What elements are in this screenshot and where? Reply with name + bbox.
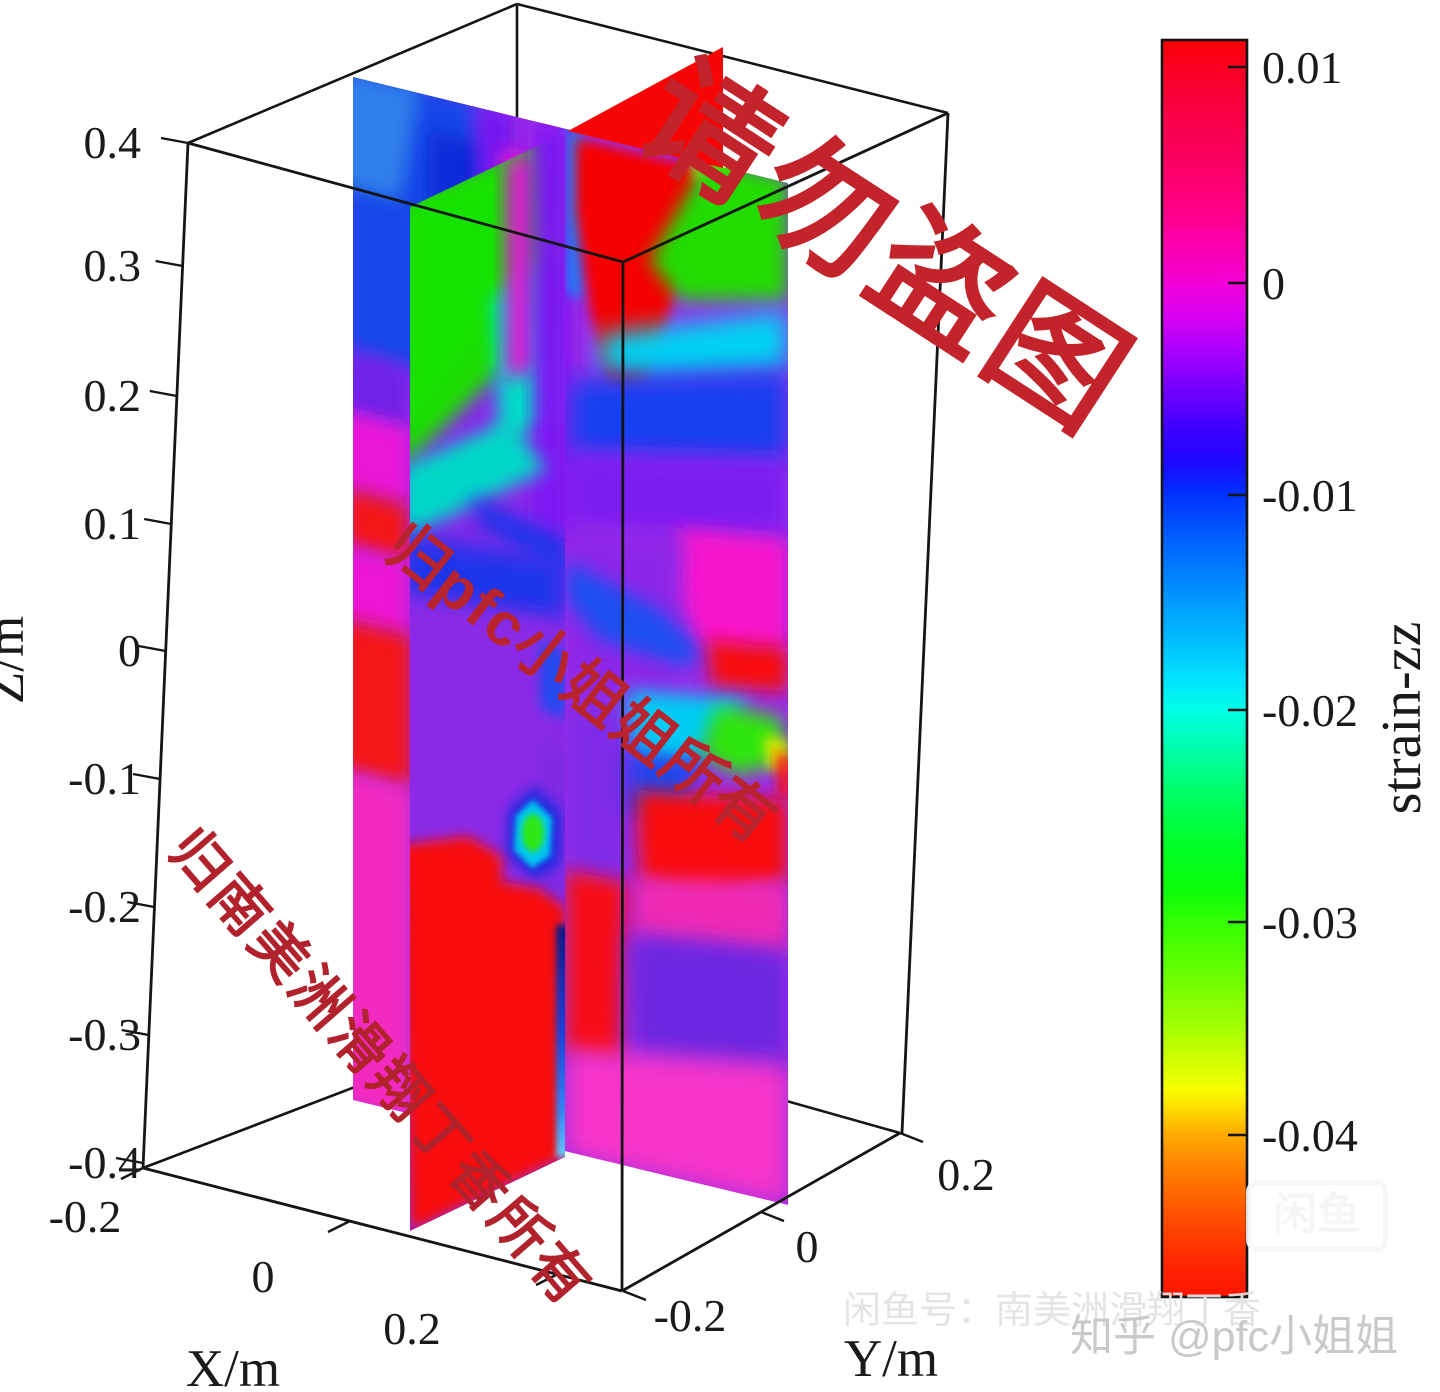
- colorbar-tick-label: -0.04: [1262, 1110, 1358, 1161]
- colorbar-gradient-bar: [1162, 40, 1247, 1297]
- colorbar: 0.01 0 -0.01 -0.02 -0.03 -0.04 strain-zz: [1160, 38, 1433, 1299]
- z-tick-label: -0.3: [68, 1009, 141, 1060]
- colorbar-ticks: [1228, 65, 1247, 1137]
- slice-plane-x0: [410, 133, 565, 1231]
- x-axis-ticks: [120, 1166, 559, 1287]
- z-tick-labels: 0.4 0.3 0.2 0.1 0 -0.1 -0.2 -0.3 -0.4: [68, 117, 141, 1188]
- x-tick-labels: -0.2 0 0.2: [49, 1191, 441, 1354]
- colorbar-tick-label: 0: [1262, 258, 1285, 309]
- colorbar-tick-label: -0.03: [1262, 897, 1358, 948]
- watermark-xianyu-account: 闲鱼号：南美洲滑翔丁香: [843, 1290, 1262, 1332]
- y-axis-label: Y/m: [844, 1330, 938, 1388]
- colorbar-tick-label: 0.01: [1262, 42, 1343, 93]
- slice-plane-x0-back: [568, 47, 723, 168]
- x-tick-label: 0.2: [383, 1303, 441, 1354]
- x-tick-label: -0.2: [49, 1191, 122, 1242]
- y-tick-label: 0: [796, 1221, 819, 1272]
- z-tick-label: 0.3: [84, 240, 142, 291]
- z-tick-label: -0.2: [68, 881, 141, 932]
- z-axis-ticks: [115, 136, 189, 1165]
- x-tick-label: 0: [252, 1251, 275, 1302]
- y-tick-label: -0.2: [654, 1290, 727, 1341]
- colorbar-tick-label: -0.01: [1262, 470, 1358, 521]
- blue-line-feature: [556, 925, 565, 1157]
- z-tick-label: -0.1: [68, 753, 141, 804]
- z-tick-label: -0.4: [68, 1137, 141, 1188]
- y-tick-labels: -0.2 0 0.2: [654, 1149, 995, 1341]
- z-tick-label: 0.4: [84, 117, 142, 168]
- x-axis-label: X/m: [186, 1340, 280, 1392]
- xianyu-logo: 闲鱼: [1246, 1180, 1388, 1252]
- box-front-edges: [141, 111, 950, 1293]
- y-axis-ticks: [622, 1131, 924, 1302]
- colorbar-tick-labels: 0.01 0 -0.01 -0.02 -0.03 -0.04: [1262, 42, 1358, 1161]
- z-tick-label: 0: [118, 625, 141, 676]
- y-tick-label: 0.2: [937, 1149, 995, 1200]
- z-axis-label: Z/m: [0, 616, 35, 704]
- watermark-zhihu-account: 知乎 @pfc小姐姐: [1070, 1313, 1398, 1361]
- z-tick-label: 0.2: [84, 370, 142, 421]
- z-axis-line: [141, 142, 190, 1169]
- hexagon-blob-core: [522, 814, 544, 852]
- colorbar-label: strain-zz: [1371, 622, 1433, 815]
- z-tick-label: 0.1: [84, 498, 142, 549]
- colorbar-tick-label: -0.02: [1262, 685, 1358, 736]
